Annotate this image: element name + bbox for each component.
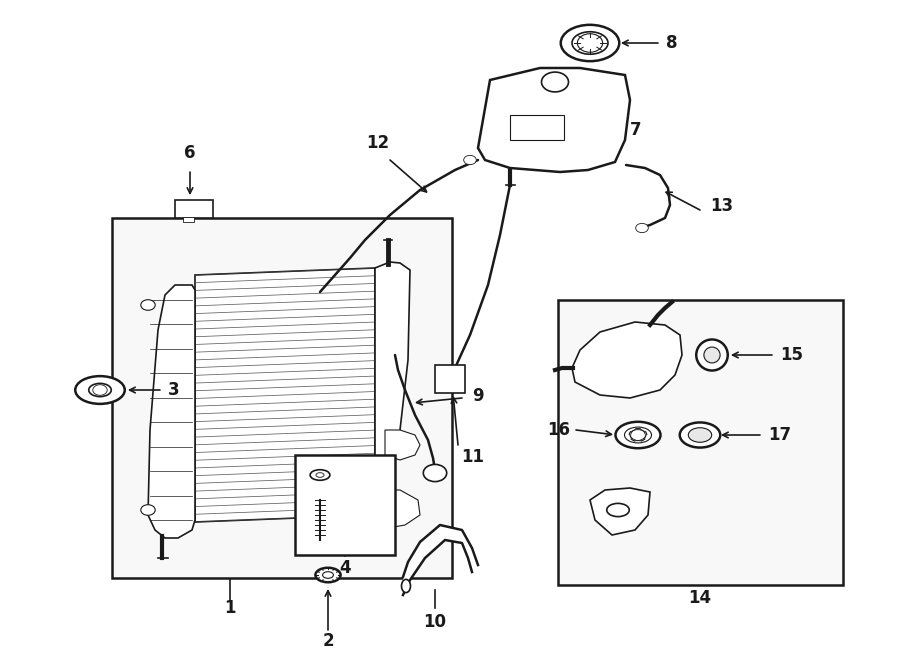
Ellipse shape: [76, 376, 125, 404]
Ellipse shape: [625, 427, 652, 443]
Ellipse shape: [616, 422, 661, 448]
Polygon shape: [403, 525, 478, 595]
Text: 12: 12: [366, 134, 390, 152]
Polygon shape: [195, 268, 375, 522]
Text: 10: 10: [424, 613, 446, 631]
Text: 15: 15: [780, 346, 803, 364]
Ellipse shape: [607, 504, 629, 517]
Circle shape: [542, 72, 569, 92]
Polygon shape: [148, 285, 195, 538]
Text: 13: 13: [710, 197, 734, 215]
Bar: [175, 200, 213, 218]
Ellipse shape: [688, 428, 712, 442]
Ellipse shape: [572, 32, 608, 54]
Text: 16: 16: [547, 421, 570, 439]
Text: 1: 1: [224, 599, 236, 617]
Polygon shape: [435, 365, 465, 393]
Text: 14: 14: [688, 589, 712, 607]
Circle shape: [635, 223, 648, 233]
Ellipse shape: [561, 25, 619, 61]
Polygon shape: [478, 68, 630, 172]
Ellipse shape: [89, 383, 112, 397]
Text: 8: 8: [666, 34, 678, 52]
Ellipse shape: [680, 422, 720, 447]
Circle shape: [464, 155, 476, 165]
Circle shape: [578, 34, 603, 52]
Circle shape: [140, 299, 155, 310]
Ellipse shape: [310, 470, 330, 481]
Bar: [558, 300, 843, 585]
Polygon shape: [385, 430, 420, 460]
Text: 4: 4: [339, 559, 351, 577]
Bar: [510, 115, 564, 140]
Polygon shape: [590, 488, 650, 535]
Bar: [183, 217, 194, 222]
Text: 17: 17: [768, 426, 791, 444]
Text: 11: 11: [461, 448, 484, 466]
Polygon shape: [572, 322, 682, 398]
Circle shape: [423, 465, 446, 482]
Circle shape: [140, 505, 155, 516]
Text: 3: 3: [168, 381, 180, 399]
Polygon shape: [375, 490, 420, 528]
Bar: [295, 455, 395, 555]
Polygon shape: [375, 262, 410, 515]
Text: 5: 5: [365, 466, 376, 484]
Text: 2: 2: [322, 632, 334, 650]
Text: 9: 9: [472, 387, 483, 405]
Ellipse shape: [401, 580, 410, 593]
Circle shape: [93, 385, 107, 395]
Ellipse shape: [315, 568, 340, 582]
Ellipse shape: [697, 340, 728, 371]
Ellipse shape: [704, 347, 720, 363]
Bar: [112, 218, 452, 578]
Text: 6: 6: [184, 144, 196, 162]
Text: 7: 7: [630, 121, 642, 139]
